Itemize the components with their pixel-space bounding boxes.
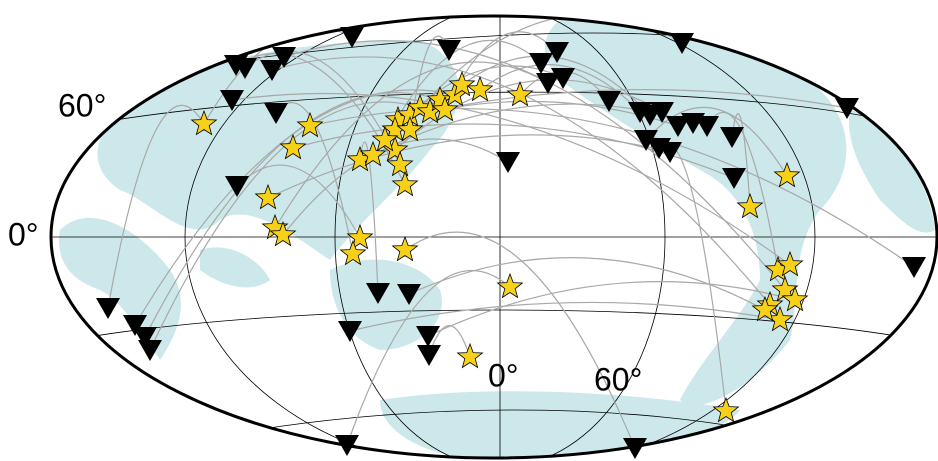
ray-path	[144, 92, 441, 338]
event-star	[279, 133, 307, 160]
ray-path	[149, 101, 431, 351]
station-triangle	[634, 130, 658, 151]
longitude-label: 0°	[488, 357, 519, 393]
station-triangle	[695, 116, 719, 137]
event-star	[506, 80, 534, 107]
station-triangle	[366, 283, 390, 304]
station-triangle	[597, 91, 621, 112]
station-triangle	[417, 345, 441, 366]
event-star	[269, 220, 297, 247]
ray-path	[645, 106, 788, 177]
event-star	[456, 342, 484, 369]
event-star	[781, 285, 809, 312]
ray-path	[428, 324, 471, 358]
station-triangle	[138, 340, 162, 361]
event-star	[736, 192, 764, 219]
station-triangle	[133, 327, 157, 348]
ray-path	[427, 281, 796, 337]
station-triangle	[835, 98, 859, 119]
event-star	[751, 295, 779, 322]
ray-path	[349, 301, 781, 332]
station-triangle	[264, 103, 288, 124]
map-outline	[49, 14, 938, 460]
station-triangle	[902, 257, 926, 278]
station-triangle	[335, 435, 359, 456]
station-triangle	[722, 168, 746, 189]
ray-path	[731, 113, 751, 208]
station-triangle	[225, 176, 249, 197]
event-star	[386, 150, 414, 177]
event-star	[391, 170, 419, 197]
ray-path	[404, 231, 636, 449]
ray-path	[346, 270, 511, 446]
station-triangle	[233, 58, 257, 79]
station-triangle	[123, 315, 147, 336]
station-triangle	[416, 326, 440, 347]
station-triangle	[340, 27, 364, 48]
ray-path	[274, 61, 549, 229]
ray-path	[292, 123, 735, 179]
event-star	[396, 115, 424, 142]
latitude-label: 60°	[58, 87, 106, 123]
station-triangle	[623, 438, 647, 459]
latitude-label: 0°	[8, 216, 39, 252]
longitude-label: 60°	[594, 361, 642, 397]
ray-path	[409, 89, 848, 116]
event-star	[190, 109, 218, 136]
ray-path	[394, 79, 663, 151]
station-triangle	[397, 284, 421, 305]
event-star	[776, 250, 804, 277]
station-triangle	[536, 73, 560, 94]
event-star	[466, 75, 494, 102]
station-triangle	[670, 33, 694, 54]
station-triangle	[551, 68, 575, 89]
station-triangle	[437, 40, 461, 61]
ray-path	[244, 50, 401, 166]
ray-path	[706, 111, 779, 271]
station-triangle	[260, 60, 284, 81]
event-star	[496, 272, 524, 299]
station-triangle	[545, 42, 569, 63]
ray-path	[267, 134, 671, 199]
event-star	[296, 111, 324, 138]
ray-path	[384, 39, 542, 141]
event-star	[346, 223, 374, 250]
station-triangle	[496, 152, 520, 173]
event-star	[391, 235, 419, 262]
symbols	[96, 27, 926, 459]
station-triangle	[96, 298, 120, 319]
event-star	[339, 239, 367, 266]
event-star	[448, 70, 476, 97]
ray-path	[309, 108, 915, 268]
ray-path	[408, 257, 766, 311]
ray-path	[107, 104, 205, 309]
station-triangle	[666, 116, 690, 137]
station-triangle	[650, 102, 674, 123]
station-triangle	[529, 53, 553, 74]
event-star	[712, 396, 740, 423]
ray-path	[479, 64, 641, 113]
event-star	[359, 140, 387, 167]
event-star	[431, 95, 459, 122]
event-star	[773, 161, 801, 188]
station-triangle	[720, 127, 744, 148]
station-triangle	[338, 321, 362, 342]
event-star	[254, 183, 282, 210]
ray-path	[231, 92, 791, 266]
station-triangle	[272, 47, 296, 68]
station-triangle	[220, 90, 244, 111]
station-triangle	[658, 142, 682, 163]
event-star	[371, 125, 399, 152]
